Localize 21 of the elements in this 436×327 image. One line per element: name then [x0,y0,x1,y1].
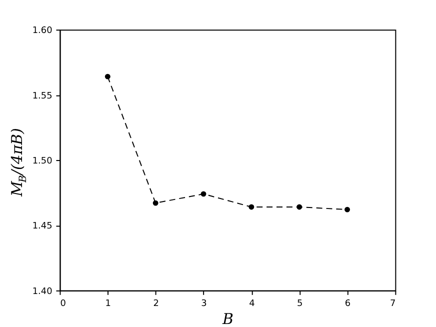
x-tick-label: 1 [105,298,111,309]
point [104,74,110,80]
x-tick-label: 2 [153,298,159,309]
y-tick-label: 1.55 [32,91,52,102]
x-tick-label: 0 [60,298,66,309]
x-tick-label: 4 [249,298,256,309]
x-tick-label: 7 [390,298,396,309]
point [344,206,350,212]
y-tick-label: 1.45 [32,222,52,232]
point [248,204,254,210]
point [200,191,206,197]
y-tick-label: 1.40 [32,286,53,297]
point [152,200,158,206]
y-tick-label: 1.50 [32,156,53,167]
x-tick-label: 6 [344,298,351,309]
y-tick-label: 1.60 [32,26,53,36]
x-tick-label: 5 [296,298,303,309]
point [296,204,302,210]
x-tick-label: 3 [201,298,207,309]
x-axis-title: B [221,310,234,327]
y-axis-title: MB/(4πB) [8,128,29,198]
